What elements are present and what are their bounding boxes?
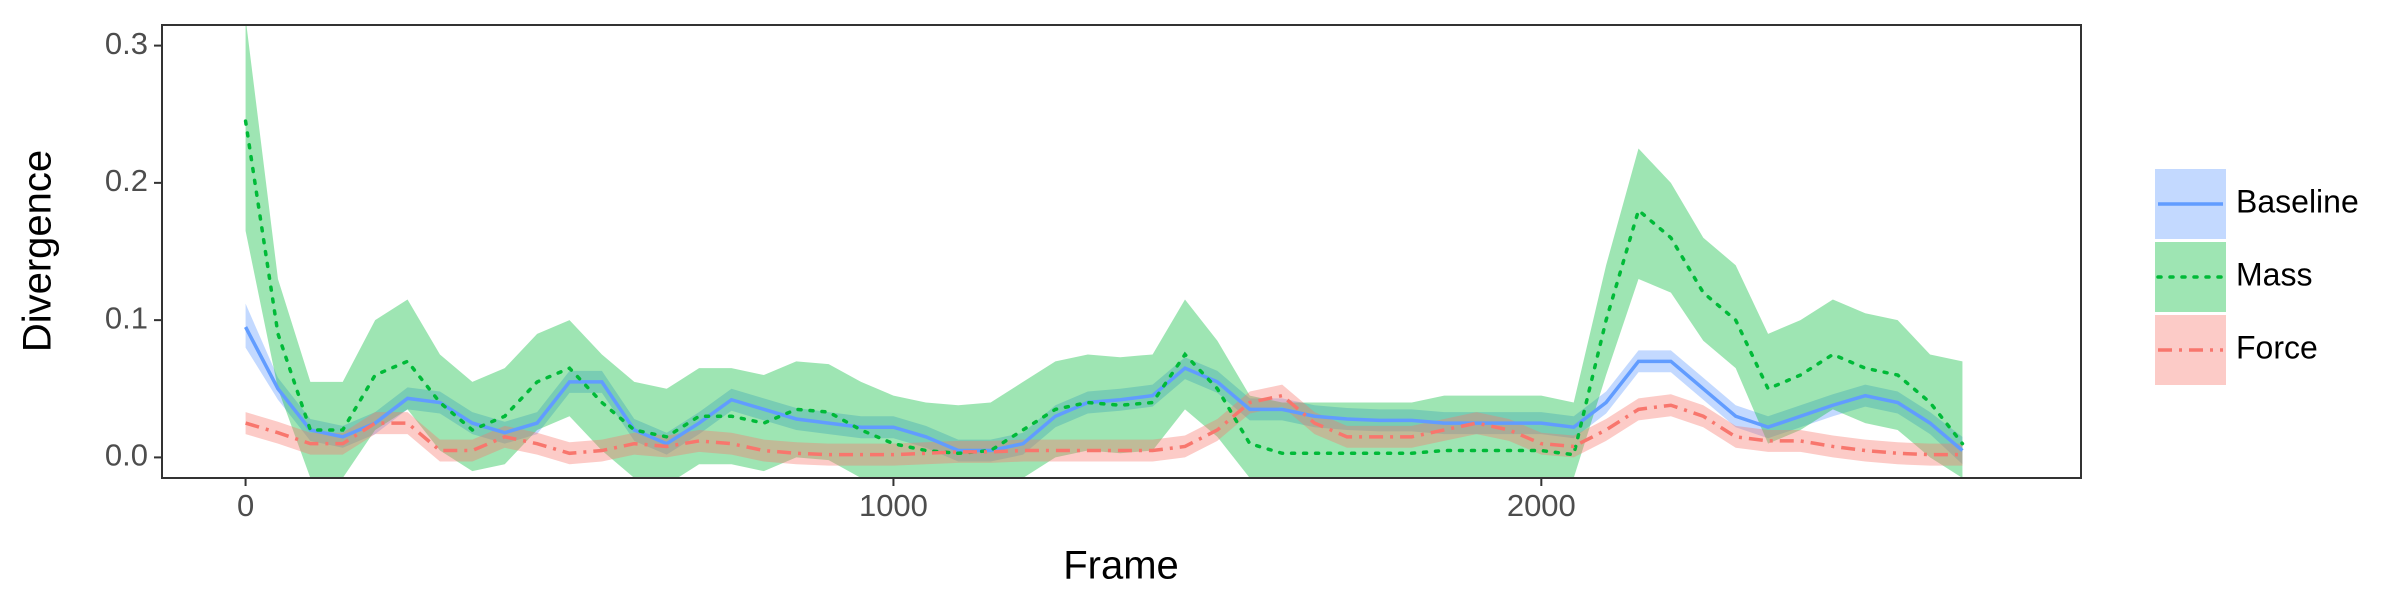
legend-label: Force bbox=[2236, 329, 2318, 365]
line bbox=[244, 326, 1964, 453]
ribbon bbox=[245, 384, 1963, 466]
x-tick-label: 2000 bbox=[1507, 488, 1576, 523]
y-tick-label: 0.0 bbox=[105, 438, 148, 473]
plot-area bbox=[243, 25, 1965, 478]
x-axis-title: Frame bbox=[1063, 544, 1179, 588]
y-tick-label: 0.1 bbox=[105, 300, 148, 335]
y-axis-title: Divergence bbox=[16, 150, 60, 352]
line bbox=[245, 393, 1963, 457]
legend-label: Baseline bbox=[2236, 183, 2359, 219]
y-tick-label: 0.2 bbox=[105, 163, 148, 198]
x-tick-label: 0 bbox=[237, 488, 254, 523]
y-tick-label: 0.3 bbox=[105, 26, 148, 61]
panel-border bbox=[161, 24, 2082, 479]
legend-key bbox=[2155, 242, 2226, 312]
ribbon bbox=[245, 25, 1963, 478]
x-tick-label: 1000 bbox=[859, 488, 928, 523]
legend-label: Mass bbox=[2236, 256, 2312, 292]
line bbox=[243, 119, 1965, 457]
